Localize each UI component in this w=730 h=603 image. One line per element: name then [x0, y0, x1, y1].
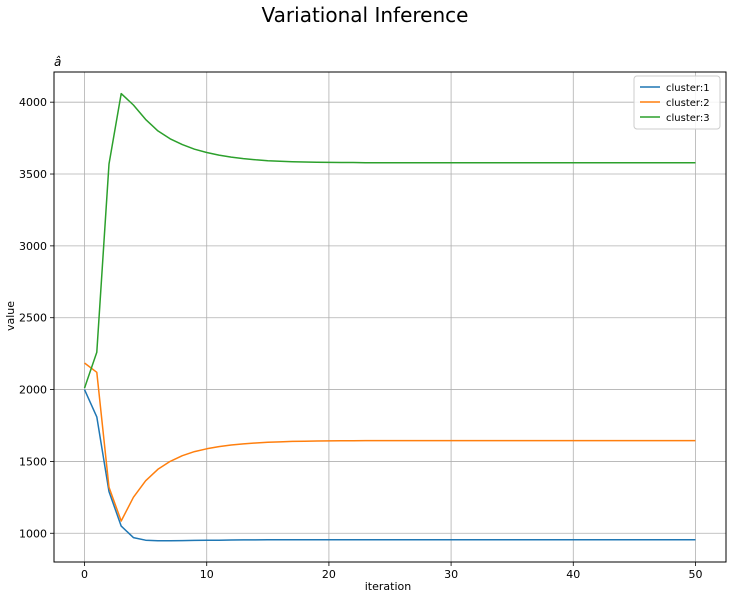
x-tick-label: 10 — [200, 568, 214, 581]
legend-label: cluster:3 — [666, 113, 710, 124]
x-tick-label: 20 — [322, 568, 336, 581]
series-line-cluster-3 — [83, 92, 696, 389]
y-tick-label: 4000 — [19, 96, 47, 109]
x-axis-label: iteration — [365, 580, 411, 593]
y-axis-label: value — [4, 301, 17, 331]
legend: cluster:1 cluster:2 cluster:3 — [633, 75, 721, 130]
series-line-cluster-2 — [84, 362, 696, 522]
x-axis: 0 10 20 30 40 50 — [81, 562, 702, 581]
y-axis: 1000 1500 2000 2500 3000 3500 4000 — [19, 96, 54, 540]
x-tick-label: 40 — [566, 568, 580, 581]
y-tick-label: 3500 — [19, 168, 47, 181]
grid — [54, 72, 726, 562]
legend-label: cluster:2 — [666, 98, 710, 109]
y-tick-label: 1500 — [19, 455, 47, 468]
plot-frame — [53, 71, 727, 563]
series-line-cluster-1 — [83, 389, 696, 542]
figure-title: Variational Inference — [261, 3, 469, 27]
axes-title: â — [54, 55, 61, 69]
x-tick-label: 50 — [688, 568, 702, 581]
x-tick-label: 30 — [444, 568, 458, 581]
x-tick-label: 0 — [81, 568, 88, 581]
legend-box — [633, 75, 721, 130]
legend-label: cluster:1 — [666, 83, 710, 94]
y-tick-label: 3000 — [19, 240, 47, 253]
y-tick-label: 2500 — [19, 312, 47, 325]
series-lines — [83, 92, 696, 542]
y-tick-label: 1000 — [19, 527, 47, 540]
y-tick-label: 2000 — [19, 384, 47, 397]
